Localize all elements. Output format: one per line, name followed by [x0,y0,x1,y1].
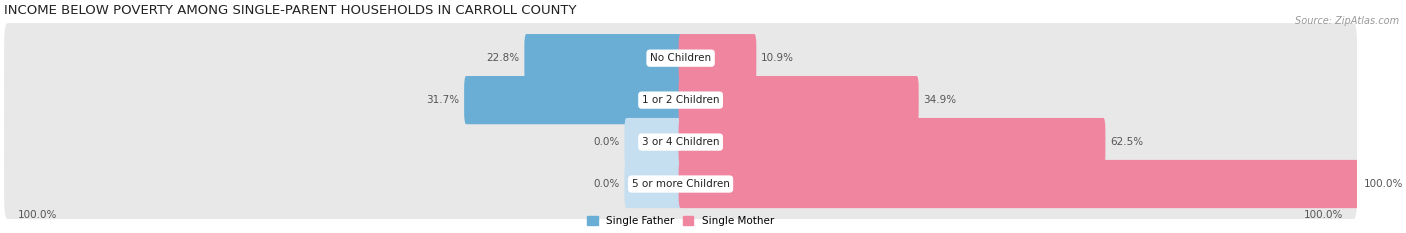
FancyBboxPatch shape [464,76,683,124]
Text: 22.8%: 22.8% [486,53,520,63]
Text: 5 or more Children: 5 or more Children [631,179,730,189]
FancyBboxPatch shape [624,160,683,208]
Text: 1 or 2 Children: 1 or 2 Children [641,95,720,105]
FancyBboxPatch shape [624,118,683,166]
Text: INCOME BELOW POVERTY AMONG SINGLE-PARENT HOUSEHOLDS IN CARROLL COUNTY: INCOME BELOW POVERTY AMONG SINGLE-PARENT… [4,4,576,17]
Text: 100.0%: 100.0% [1305,210,1344,220]
Text: 0.0%: 0.0% [593,179,620,189]
Legend: Single Father, Single Mother: Single Father, Single Mother [583,212,778,230]
FancyBboxPatch shape [4,149,1357,219]
FancyBboxPatch shape [4,23,1357,93]
Text: 3 or 4 Children: 3 or 4 Children [641,137,720,147]
FancyBboxPatch shape [524,34,683,82]
Text: No Children: No Children [650,53,711,63]
Text: 100.0%: 100.0% [1364,179,1403,189]
Text: 10.9%: 10.9% [761,53,794,63]
Text: 31.7%: 31.7% [426,95,460,105]
Text: Source: ZipAtlas.com: Source: ZipAtlas.com [1295,16,1399,26]
Text: 100.0%: 100.0% [18,210,58,220]
FancyBboxPatch shape [4,107,1357,177]
Text: 34.9%: 34.9% [924,95,956,105]
FancyBboxPatch shape [679,160,1360,208]
FancyBboxPatch shape [4,65,1357,135]
FancyBboxPatch shape [679,118,1105,166]
FancyBboxPatch shape [679,34,756,82]
Text: 0.0%: 0.0% [593,137,620,147]
Text: 62.5%: 62.5% [1111,137,1143,147]
FancyBboxPatch shape [679,76,918,124]
